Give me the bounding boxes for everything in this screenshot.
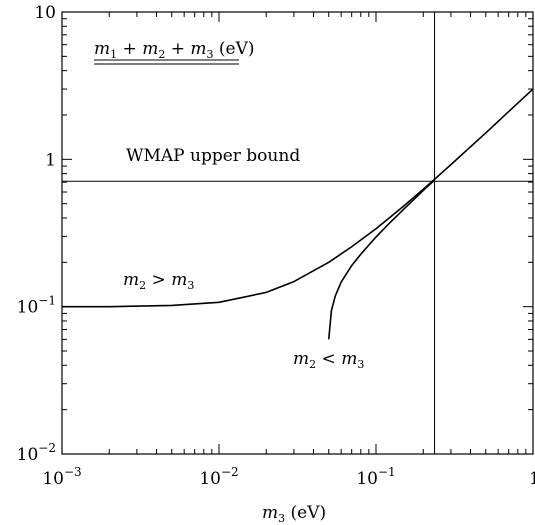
y-tick-label: 10−2 bbox=[17, 441, 56, 465]
plot-title: m1 + m2 + m3 (eV) bbox=[94, 39, 255, 65]
x-axis-label: m3 (eV) bbox=[262, 503, 326, 525]
plot-frame bbox=[61, 11, 534, 455]
series-line-2 bbox=[327, 179, 436, 340]
series-line-1 bbox=[62, 88, 534, 308]
title-unit: (eV) bbox=[219, 39, 255, 59]
x-tick-label: 10−1 bbox=[356, 465, 395, 489]
label-m2-gt-m3: m2 > m3 bbox=[123, 270, 194, 292]
x-tick-label: 1 bbox=[529, 469, 535, 489]
y-tick-label: 10−1 bbox=[17, 294, 56, 318]
svg-text:m1 + m2 + m3 (eV): m1 + m2 + m3 (eV) bbox=[94, 39, 255, 61]
wmap-label: WMAP upper bound bbox=[126, 146, 300, 166]
data-series bbox=[62, 88, 534, 340]
label-m2-lt-m3: m2 < m3 bbox=[293, 349, 364, 371]
y-tick-label: 1 bbox=[45, 150, 56, 170]
y-tick-label: 10 bbox=[34, 3, 56, 23]
reference-lines bbox=[62, 12, 533, 454]
axis-ticks bbox=[61, 12, 533, 455]
x-tick-label: 10−3 bbox=[42, 465, 81, 489]
x-tick-label: 10−2 bbox=[199, 465, 238, 489]
